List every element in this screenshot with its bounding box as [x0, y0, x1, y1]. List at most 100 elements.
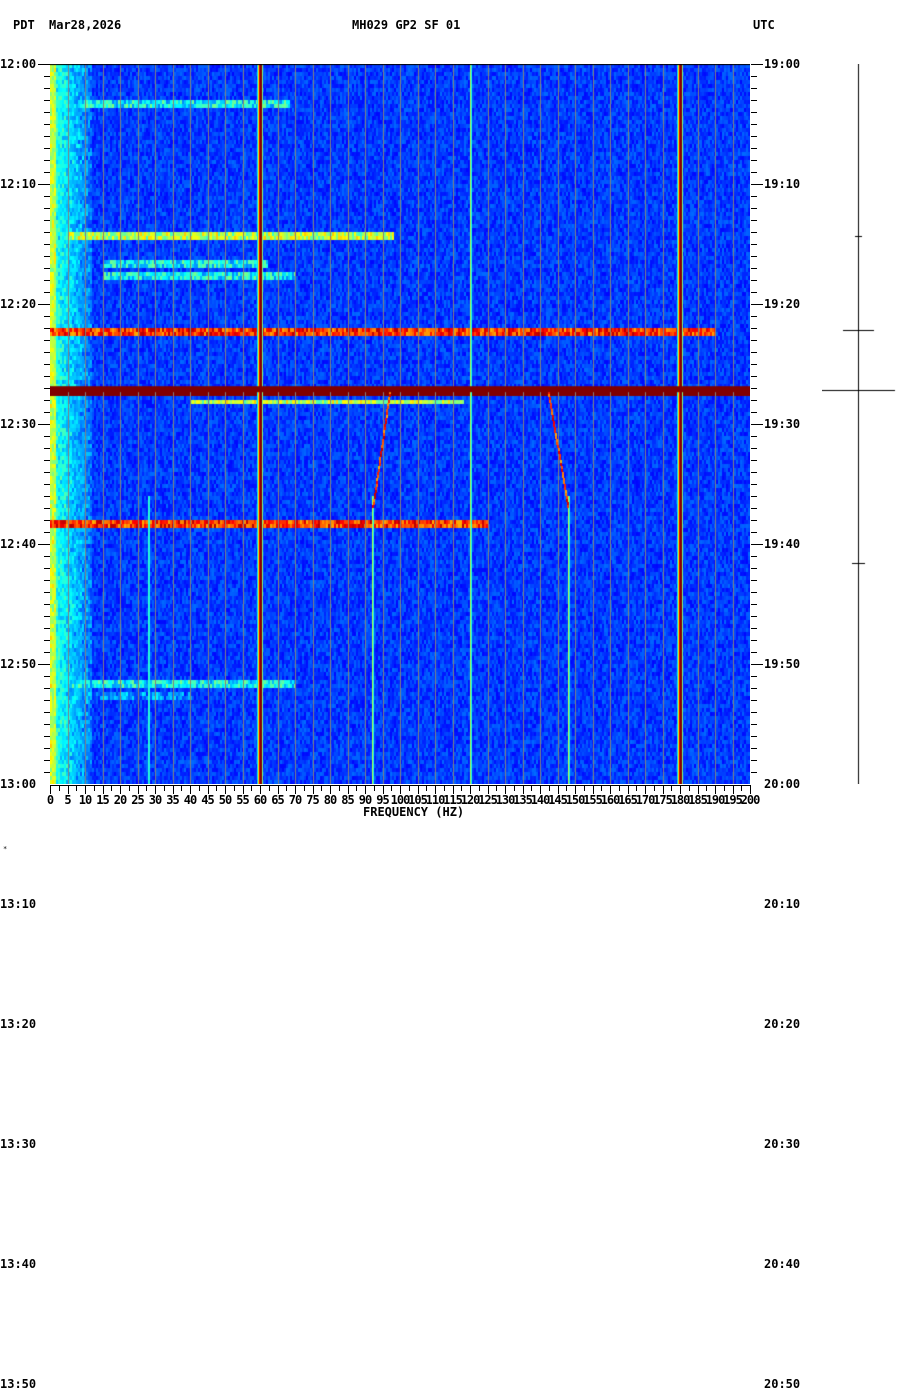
time-tick: [751, 424, 763, 425]
frequency-tick: [479, 785, 480, 791]
time-tick: [751, 700, 757, 701]
frequency-tick: [94, 785, 95, 791]
time-tick: [751, 652, 757, 653]
time-tick: [751, 376, 757, 377]
pdt-time-label: 12:00: [0, 57, 37, 71]
time-tick: [44, 100, 50, 101]
frequency-tick: [260, 785, 261, 794]
frequency-label: 40: [183, 793, 197, 807]
frequency-label: 35: [166, 793, 179, 807]
time-tick: [44, 172, 50, 173]
time-tick: [44, 448, 50, 449]
frequency-tick: [409, 785, 410, 791]
utc-time-label: 19:00: [764, 57, 801, 71]
frequency-tick: [610, 785, 611, 794]
time-tick: [44, 748, 50, 749]
time-tick: [751, 244, 757, 245]
frequency-label: 50: [218, 793, 232, 807]
frequency-tick: [339, 785, 340, 791]
frequency-tick: [225, 785, 226, 794]
time-tick: [751, 256, 757, 257]
utc-time-label: 20:00: [764, 777, 801, 791]
time-tick: [44, 244, 50, 245]
frequency-tick: [444, 785, 445, 791]
frequency-tick: [671, 785, 672, 791]
time-tick: [751, 208, 757, 209]
time-tick: [44, 616, 50, 617]
time-tick: [751, 616, 757, 617]
frequency-label: 135: [513, 793, 533, 807]
utc-time-label: 19:20: [764, 297, 801, 311]
frequency-label: 185: [688, 793, 708, 807]
frequency-label: 120: [460, 793, 481, 807]
frequency-tick: [531, 785, 532, 791]
pdt-time-label: 12:10: [0, 177, 37, 191]
time-tick: [44, 628, 50, 629]
frequency-label: 165: [618, 793, 638, 807]
frequency-tick: [645, 785, 646, 794]
frequency-label: 10: [78, 793, 92, 807]
right-timezone-label: UTC: [753, 18, 775, 32]
time-tick: [44, 316, 50, 317]
frequency-tick: [85, 785, 86, 794]
time-tick: [38, 304, 50, 305]
time-tick: [44, 436, 50, 437]
utc-time-label: 19:10: [764, 177, 801, 191]
frequency-tick: [715, 785, 716, 794]
frequency-tick: [50, 785, 51, 794]
frequency-tick: [680, 785, 681, 794]
frequency-tick: [120, 785, 121, 794]
frequency-tick: [575, 785, 576, 794]
frequency-label: 65: [271, 793, 284, 807]
time-tick: [38, 664, 50, 665]
time-tick: [751, 640, 757, 641]
frequency-tick: [470, 785, 471, 794]
frequency-tick: [706, 785, 707, 791]
frequency-tick: [689, 785, 690, 791]
frequency-tick: [155, 785, 156, 794]
seismogram-trace: [822, 64, 896, 784]
time-tick: [751, 400, 757, 401]
pdt-time-label: 13:10: [0, 897, 37, 911]
frequency-label: 200: [740, 793, 761, 807]
frequency-tick: [628, 785, 629, 794]
station-title: MH029 GP2 SF 01: [352, 18, 461, 32]
time-tick: [44, 412, 50, 413]
frequency-tick: [461, 785, 462, 791]
frequency-label: 140: [530, 793, 551, 807]
time-tick: [751, 412, 757, 413]
frequency-tick: [181, 785, 182, 791]
time-tick: [44, 340, 50, 341]
pdt-time-label: 13:30: [0, 1137, 37, 1151]
time-tick: [751, 148, 757, 149]
time-tick: [751, 364, 757, 365]
frequency-tick: [173, 785, 174, 794]
frequency-tick: [76, 785, 77, 791]
pdt-time-label: 13:50: [0, 1377, 37, 1391]
time-tick: [44, 676, 50, 677]
frequency-tick: [356, 785, 357, 791]
time-tick: [44, 532, 50, 533]
time-tick: [751, 688, 757, 689]
pdt-time-label: 13:20: [0, 1017, 37, 1031]
frequency-tick: [488, 785, 489, 794]
frequency-tick: [190, 785, 191, 794]
frequency-tick: [505, 785, 506, 794]
frequency-tick: [733, 785, 734, 794]
time-tick: [751, 520, 757, 521]
time-tick: [44, 520, 50, 521]
frequency-label: 45: [201, 793, 214, 807]
frequency-tick: [383, 785, 384, 794]
frequency-tick: [304, 785, 305, 791]
time-tick: [751, 436, 757, 437]
frequency-tick: [426, 785, 427, 791]
frequency-label: 195: [723, 793, 743, 807]
time-tick: [751, 484, 757, 485]
time-tick: [44, 136, 50, 137]
frequency-label: 70: [288, 793, 302, 807]
frequency-tick: [111, 785, 112, 791]
time-tick: [44, 220, 50, 221]
utc-time-label: 19:50: [764, 657, 801, 671]
time-tick: [751, 220, 757, 221]
frequency-label: 5: [64, 793, 71, 807]
